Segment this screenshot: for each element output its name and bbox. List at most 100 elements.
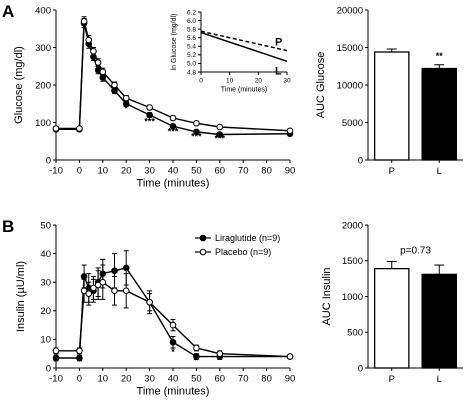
- glucose-x-tick-label: 0: [77, 166, 82, 177]
- glucose-placebo-point: [146, 104, 153, 111]
- glucose-placebo-point: [111, 81, 118, 89]
- insulin-x-tick-label: 10: [98, 374, 109, 385]
- glucose-liraglutide-point: [90, 53, 97, 61]
- glucose-x-axis-label: Time (minutes): [137, 178, 210, 190]
- glucose-x-tick-label: 10: [98, 166, 109, 177]
- inset-y-tick-label: 5.2: [187, 52, 196, 59]
- inset-background: [174, 8, 298, 100]
- auc-insulin-bar-P: [373, 267, 410, 369]
- auc-insulin-y-axis-label: AUC Insulin: [321, 267, 333, 325]
- glucose-placebo-point: [99, 68, 107, 76]
- auc-glucose-bar-L: [421, 67, 457, 161]
- glucose-liraglutide-point: [193, 128, 200, 136]
- insulin-x-tick-label: 90: [285, 374, 296, 385]
- insulin-placebo-point: [169, 321, 177, 329]
- glucose-liraglutide-point: [216, 131, 224, 138]
- insulin-placebo-point: [111, 287, 118, 295]
- auc-insulin-chart: 0 500 1000 1500 2000 AUC Insulin P Lp=0.73: [321, 220, 463, 385]
- glucose-placebo-point: [193, 119, 200, 127]
- glucose-y-axis-label: Glucose (mg/dl): [13, 46, 25, 124]
- auc-glucose-x-tick-label: L: [437, 166, 442, 177]
- auc-insulin-y-tick-label: 500: [347, 328, 363, 339]
- panel-label-a: A: [2, 2, 14, 21]
- inset-chart: 4.85.0 5.25.4 5.6 5.86.0 6.2 0 10 20 30 Time (min…: [171, 8, 298, 100]
- glucose-significance-marker: ***: [215, 133, 226, 143]
- glucose-x-tick-label: 60: [215, 166, 226, 177]
- insulin-x-tick-label: 70: [238, 374, 249, 385]
- inset-y-tick-label: 5.6: [187, 35, 196, 42]
- glucose-liraglutide-point: [99, 74, 107, 81]
- inset-y-tick-label: 6.0: [187, 18, 196, 25]
- auc-glucose-y-tick-label: 10000: [337, 80, 363, 91]
- inset-x-axis-label: Time (minutes): [221, 87, 267, 94]
- auc-insulin-p-value: p=0.73: [400, 245, 431, 256]
- insulin-y-tick-label: 10: [40, 335, 51, 346]
- insulin-placebo-point: [216, 350, 224, 358]
- glucose-placebo-point: [216, 123, 224, 131]
- auc-glucose-y-axis-label: AUC Glucose: [315, 52, 327, 119]
- insulin-x-tick-label: 30: [144, 374, 155, 385]
- glucose-liraglutide-point: [169, 122, 177, 130]
- insulin-x-tick-label: 0: [77, 374, 82, 385]
- insulin-placebo-point: [193, 344, 200, 352]
- insulin-y-axis-label: Insulin (µU/ml): [15, 261, 27, 332]
- insulin-liraglutide-point: [169, 338, 177, 346]
- inset-y-tick-label: 6.2: [187, 9, 196, 16]
- auc-glucose-y-tick-label: 5000: [342, 118, 363, 129]
- glucose-placebo-point: [85, 36, 93, 44]
- glucose-significance-marker: *: [124, 103, 128, 113]
- glucose-placebo-point: [169, 114, 177, 122]
- insulin-placebo-point: [85, 290, 93, 297]
- glucose-significance-marker: ***: [191, 131, 202, 141]
- insulin-x-tick-label: -10: [49, 374, 63, 385]
- glucose-placebo-point: [76, 125, 83, 132]
- insulin-placebo-point: [146, 298, 153, 306]
- auc-glucose-significance-marker: **: [436, 51, 444, 61]
- insulin-placebo-point: [52, 347, 60, 355]
- auc-glucose-x-tick-label: P: [389, 166, 395, 177]
- auc-glucose-chart: 0 5000 10000 15000 20000 AUC Glucose P L **: [315, 5, 463, 177]
- inset-L-line: [200, 31, 288, 62]
- insulin-y-tick-label: 50: [40, 220, 51, 231]
- auc-insulin-y-tick-label: 1000: [342, 292, 363, 303]
- insulin-significance-marker: *: [171, 347, 175, 357]
- auc-glucose-y-tick-label: 15000: [337, 43, 363, 54]
- inset-x-tick-label: 20: [255, 78, 263, 85]
- glucose-liraglutide-point: [111, 87, 118, 94]
- inset-y-tick-label: 5.4: [187, 44, 196, 51]
- glucose-placebo-point: [52, 125, 60, 132]
- glucose-x-tick-label: 80: [261, 166, 272, 177]
- inset-y-tick-label: 4.8: [187, 69, 196, 76]
- auc-glucose-y-tick-label: 0: [358, 155, 363, 166]
- insulin-liraglutide-point: [111, 267, 118, 275]
- insulin-liraglutide-point: [193, 353, 200, 360]
- insulin-x-tick-label: 40: [168, 374, 179, 385]
- glucose-x-tick-label: 30: [144, 166, 155, 177]
- auc-insulin-y-tick-label: 2000: [342, 220, 363, 231]
- legend-liraglutide-label: Liraglutide (n=9): [215, 233, 280, 243]
- insulin-y-tick-label: 20: [40, 306, 51, 317]
- inset-x-tick-label: 0: [199, 78, 203, 85]
- auc-insulin-y-tick-label: 1500: [342, 256, 363, 267]
- insulin-y-tick-label: 30: [40, 278, 51, 289]
- insulin-liraglutide-point: [80, 273, 88, 280]
- insulin-placebo-point: [80, 287, 88, 295]
- auc-glucose-bar-P: [373, 51, 410, 161]
- legend-placebo-marker: [199, 248, 207, 256]
- inset-x-tick-label: 30: [283, 78, 291, 85]
- inset-x-tick-label: 10: [226, 78, 234, 85]
- glucose-y-tick-label: 100: [35, 118, 51, 129]
- inset-y-tick-label: 5.0: [187, 61, 196, 68]
- insulin-placebo-point: [76, 347, 83, 355]
- glucose-y-tick-label: 200: [35, 80, 51, 91]
- insulin-liraglutide-point: [99, 270, 107, 277]
- panel-label-b: B: [2, 217, 14, 236]
- inset-L-label: L: [275, 65, 282, 77]
- auc-insulin-bar-L: [421, 273, 457, 369]
- insulin-placebo-point: [122, 287, 130, 295]
- insulin-placebo-point: [90, 284, 97, 292]
- inset-y-tick-label: 5.8: [187, 26, 196, 33]
- inset-P-label: P: [275, 37, 282, 49]
